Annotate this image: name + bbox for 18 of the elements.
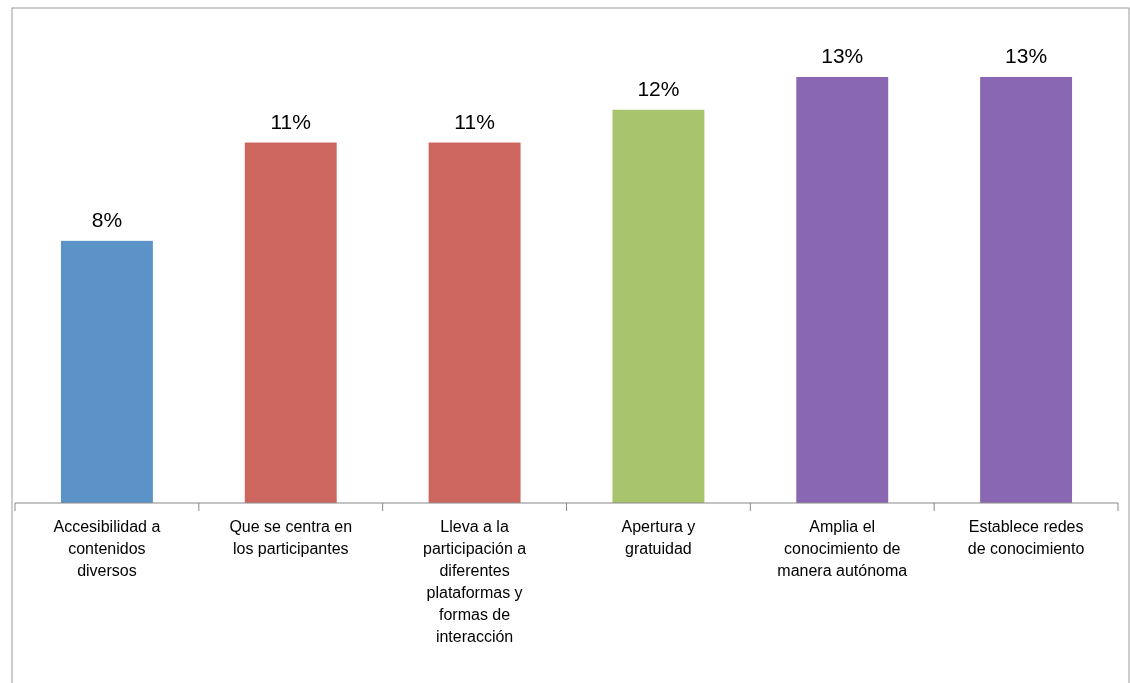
bar — [428, 142, 521, 503]
bar — [60, 240, 153, 503]
x-tick-label: Que se centra en los participantes — [229, 518, 353, 557]
data-label: 12% — [637, 76, 680, 100]
x-tick-label: Lleva a la participación a diferentes plataformas y formas de interacción — [423, 518, 527, 645]
data-label: 8% — [91, 207, 123, 231]
x-tick-label: Establece redes de conocimiento — [967, 518, 1085, 557]
x-tick-label: Amplia el conocimiento de manera autónoma — [777, 518, 908, 579]
data-label: 11% — [270, 109, 311, 133]
x-tick-label: Accesibilidad a contenidos diversos — [53, 518, 161, 579]
data-label: 13% — [821, 44, 864, 67]
x-tick-label: Apertura y gratuidad — [621, 518, 696, 557]
bar — [796, 77, 889, 503]
bar — [244, 142, 337, 503]
bar — [980, 77, 1073, 503]
data-label: 11% — [454, 109, 495, 133]
data-label: 13% — [1005, 44, 1048, 67]
bar — [612, 109, 705, 503]
